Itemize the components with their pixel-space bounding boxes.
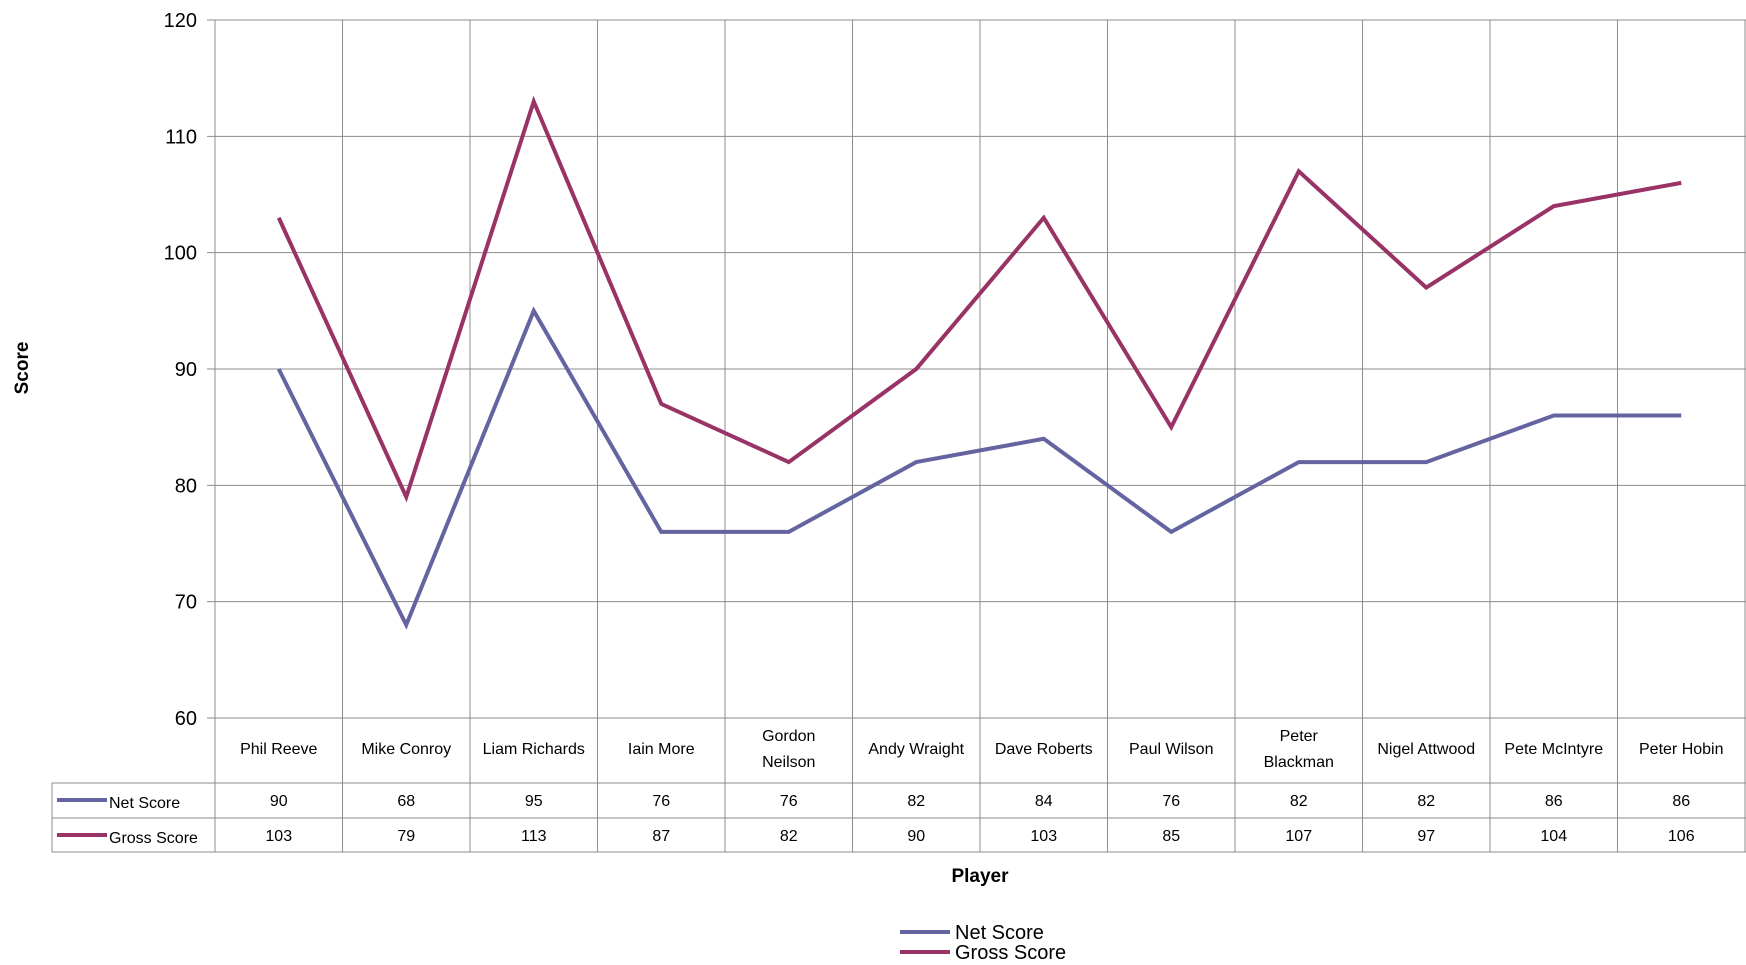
table-series-name: Gross Score	[109, 830, 198, 847]
table-value: 97	[1417, 828, 1435, 845]
series-lines	[276, 95, 1682, 630]
table-series-name: Net Score	[109, 795, 180, 812]
table-value: 87	[652, 828, 670, 845]
table-value: 84	[1035, 793, 1053, 810]
table-value: 76	[1162, 793, 1180, 810]
table-value: 85	[1162, 828, 1180, 845]
gridlines	[207, 19, 1746, 852]
table-value: 68	[397, 793, 415, 810]
category-label-line: Blackman	[1264, 754, 1334, 771]
table-value: 90	[270, 793, 288, 810]
y-tick-label: 110	[165, 126, 197, 148]
data-table: Phil Reeve Mike Conroy Liam Richards Iain M…	[51, 728, 1746, 853]
category-label-line: Peter	[1280, 728, 1319, 745]
y-axis-title: Score	[12, 342, 33, 395]
table-value: 86	[1545, 793, 1563, 810]
category-label: Liam Richards	[483, 741, 585, 758]
table-value: 95	[525, 793, 543, 810]
y-tick-label: 60	[175, 708, 197, 730]
y-tick-label: 100	[164, 243, 197, 265]
y-axis-ticks: 60 70 80 90 100 110 120	[164, 10, 197, 730]
y-tick-label: 90	[175, 359, 197, 381]
category-label: Andy Wraight	[868, 741, 964, 758]
table-value: 86	[1672, 793, 1690, 810]
series-line-net	[276, 306, 1682, 630]
table-value: 82	[1417, 793, 1435, 810]
table-value: 103	[1030, 828, 1057, 845]
table-value: 113	[521, 828, 547, 845]
legend-label: Gross Score	[955, 942, 1066, 964]
table-value: 104	[1540, 828, 1567, 845]
category-label: Dave Roberts	[995, 741, 1093, 758]
category-label-line: Neilson	[762, 754, 815, 771]
table-value: 107	[1285, 828, 1312, 845]
x-axis-title: Player	[951, 866, 1009, 887]
legend-label: Net Score	[955, 922, 1044, 944]
table-value: 82	[1290, 793, 1308, 810]
category-label: Iain More	[628, 741, 695, 758]
category-label-line: Gordon	[762, 728, 815, 745]
category-label: Pete McIntyre	[1504, 741, 1603, 758]
series-line-gross	[276, 95, 1682, 503]
category-label: Phil Reeve	[240, 741, 317, 758]
table-value: 90	[907, 828, 925, 845]
y-tick-label: 70	[175, 592, 197, 614]
category-label: Mike Conroy	[361, 741, 451, 758]
y-tick-label: 120	[164, 10, 197, 32]
table-value: 79	[397, 828, 415, 845]
category-label: Nigel Attwood	[1377, 741, 1475, 758]
table-value: 82	[907, 793, 925, 810]
table-value: 103	[265, 828, 292, 845]
table-value: 82	[780, 828, 798, 845]
category-label: Paul Wilson	[1129, 741, 1213, 758]
category-label: Peter Blackman	[1264, 728, 1334, 771]
table-value: 106	[1668, 828, 1695, 845]
category-label: Gordon Neilson	[762, 728, 815, 771]
table-value: 76	[652, 793, 670, 810]
y-tick-label: 80	[175, 475, 197, 497]
category-label: Peter Hobin	[1639, 741, 1724, 758]
table-value: 76	[780, 793, 798, 810]
